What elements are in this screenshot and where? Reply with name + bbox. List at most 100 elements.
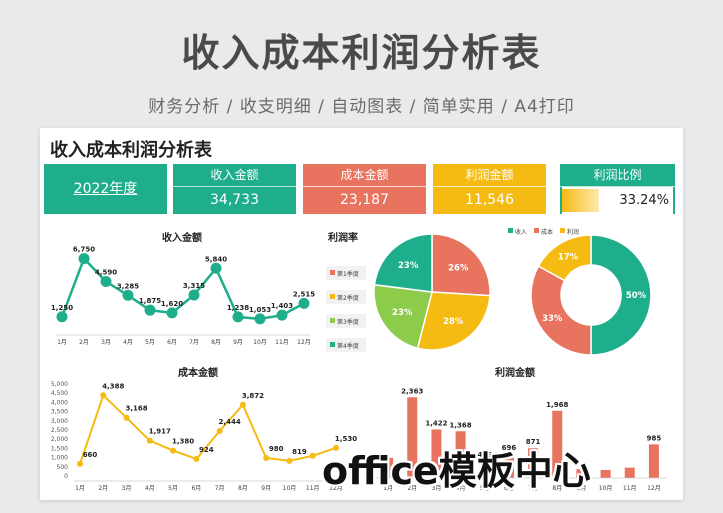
legend-label: 第3季度	[337, 318, 359, 326]
y-tick-label: 2,000	[51, 436, 68, 443]
banner-subtitle: 财务分析 / 收支明细 / 自动图表 / 简单实用 / A4打印	[148, 97, 575, 117]
data-point	[122, 289, 134, 301]
legend-swatch	[330, 294, 335, 299]
sheet-title: 收入成本利润分析表	[50, 140, 212, 161]
profit-chart-title: 利润金额	[495, 368, 535, 379]
y-tick-label: 3,000	[51, 418, 68, 425]
data-label: 1,917	[149, 428, 171, 436]
slice-label: 50%	[626, 291, 647, 301]
data-point	[188, 289, 200, 301]
x-tick-label: 7月	[528, 485, 538, 492]
x-tick-label: 2月	[98, 485, 108, 492]
data-label: 1,620	[161, 300, 183, 308]
report-sheet: 收入成本利润分析表 2022年度 收入金额 34,733 成本金额 23,187…	[40, 128, 683, 500]
cost-chart-title: 成本金额	[178, 368, 218, 379]
x-tick-label: 4月	[456, 485, 466, 492]
x-tick-label: 8月	[211, 339, 221, 346]
data-label: 1,530	[335, 435, 357, 443]
profit-bar-chart: 1月 2,363 2月 1,422 3月 1,368 4月 495 5月 696 6月 871 7月 1,…	[376, 387, 666, 492]
data-label: 1,238	[227, 304, 249, 312]
x-tick-label: 3月	[101, 339, 111, 346]
data-label: 1,380	[172, 438, 194, 446]
ratio-kpi-value: 33.24%	[619, 193, 669, 208]
data-label: 4,388	[102, 382, 124, 390]
legend-item-bg	[326, 290, 366, 304]
y-tick-label: 2,500	[51, 427, 68, 434]
margin-pie-chart: 26% 28% 23% 23%	[373, 233, 491, 351]
data-label: 2,515	[293, 290, 315, 298]
x-tick-label: 11月	[275, 339, 289, 346]
y-tick-label: 500	[57, 464, 69, 471]
profit-bar	[528, 448, 539, 478]
x-tick-label: 8月	[238, 485, 248, 492]
y-tick-label: 5,000	[51, 381, 68, 388]
mix-donut-legend: 收入 成本 利润	[508, 228, 579, 236]
profit-bar	[600, 470, 611, 478]
pie-slice	[537, 234, 592, 282]
x-tick-label: 5月	[480, 485, 490, 492]
data-point	[210, 262, 222, 274]
pie-slice	[530, 265, 592, 356]
revenue-line-chart: 1,250 1月 6,750 2月 4,590 3月 3,285 4月 1,875 5月 1,620…	[51, 246, 315, 346]
data-label: 924	[199, 446, 214, 454]
y-tick-label: 3,500	[51, 409, 68, 416]
revenue-kpi-value: 34,733	[210, 192, 259, 208]
profit-bar	[648, 444, 659, 478]
data-label: 3,168	[125, 405, 147, 413]
data-point	[144, 304, 156, 316]
data-point	[56, 311, 68, 323]
x-tick-label: 12月	[329, 485, 343, 492]
profit-bar	[407, 397, 418, 478]
x-tick-label: 2月	[79, 339, 89, 346]
x-tick-label: 7月	[189, 339, 199, 346]
pie-slice	[416, 291, 491, 351]
y-tick-label: 4,500	[51, 390, 68, 397]
data-point	[216, 428, 223, 435]
data-point	[309, 452, 316, 459]
x-tick-label: 1月	[75, 485, 85, 492]
revenue-kpi-card: 收入金额 34,733	[173, 164, 296, 214]
legend-label: 利润	[567, 228, 579, 236]
data-label: 1,250	[51, 304, 73, 312]
ratio-databar: 33.24%	[562, 187, 673, 214]
data-label: 696	[502, 444, 517, 452]
ratio-databar-fill	[562, 189, 599, 212]
y-tick-label: 0	[64, 473, 68, 480]
pie-slice	[590, 234, 652, 356]
x-tick-label: 6月	[504, 485, 514, 492]
x-tick-label: 3月	[122, 485, 132, 492]
data-label: 1,422	[425, 419, 447, 427]
margin-chart-title: 利润率	[328, 233, 358, 244]
data-point	[100, 392, 107, 399]
data-label: 6,750	[73, 246, 95, 254]
profit-bar	[624, 467, 635, 478]
legend-swatch	[560, 228, 565, 233]
legend-swatch	[330, 342, 335, 347]
data-point	[170, 447, 177, 454]
data-label: 3,872	[242, 392, 264, 400]
x-tick-label: 9月	[261, 485, 271, 492]
x-tick-label: 1月	[57, 339, 67, 346]
data-label: 1,403	[271, 302, 293, 310]
mix-donut-chart: 50% 33% 17%	[530, 234, 652, 356]
year-cell[interactable]: 2022年度	[44, 164, 167, 214]
data-label: 3,285	[117, 282, 139, 290]
y-tick-label: 1,000	[51, 455, 68, 462]
x-tick-label: 1月	[383, 485, 393, 492]
data-label: 985	[647, 434, 662, 442]
pie-slice	[373, 283, 433, 350]
x-tick-label: 11月	[623, 485, 637, 492]
data-point	[77, 460, 83, 467]
slice-label: 28%	[443, 317, 464, 327]
profit-kpi-card: 利润金额 11,546	[433, 164, 546, 214]
data-label: 1,053	[249, 306, 271, 314]
data-label: 2,444	[219, 418, 241, 426]
x-tick-label: 4月	[145, 485, 155, 492]
cost-kpi-value: 23,187	[340, 192, 389, 208]
legend-label: 成本	[541, 228, 553, 236]
data-point	[78, 253, 90, 265]
x-tick-label: 9月	[233, 339, 243, 346]
x-tick-label: 5月	[145, 339, 155, 346]
data-point	[298, 297, 310, 309]
